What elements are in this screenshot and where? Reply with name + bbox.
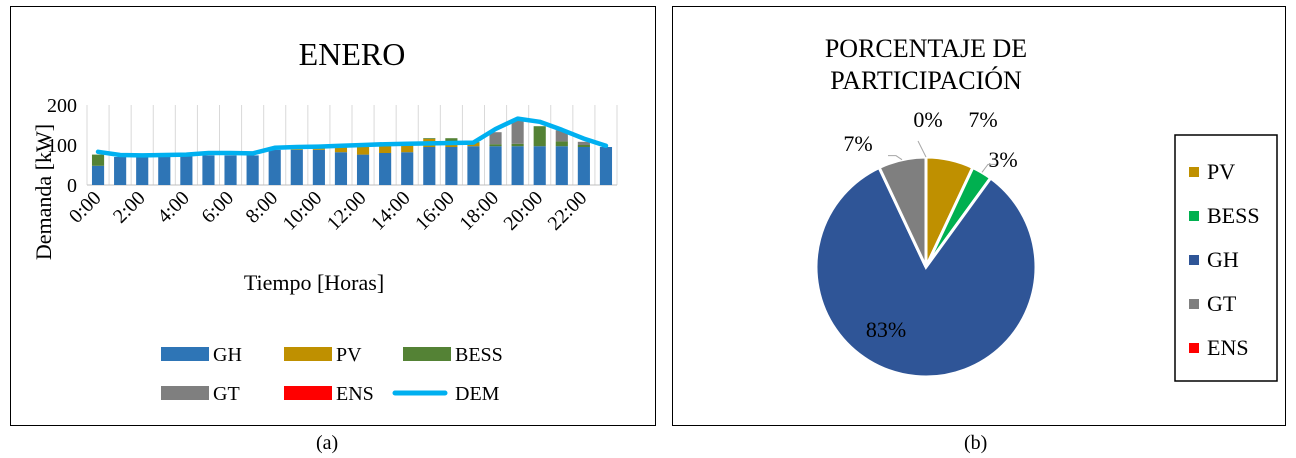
bar-gh [577, 147, 590, 185]
bar-gh [268, 149, 281, 185]
legend-label-gh: GH [213, 344, 242, 366]
x-tick-label: 6:00 [197, 187, 238, 228]
y-tick-label: 100 [47, 135, 77, 157]
legend-swatch-pv [284, 347, 332, 361]
x-tick-label: 10:00 [279, 187, 327, 235]
series-line-dem [95, 116, 609, 158]
bar-pv [290, 149, 303, 150]
legend-swatch-bess [403, 347, 451, 361]
bar-gh [555, 146, 568, 185]
bar-bess [423, 138, 436, 139]
legend-swatch-gh [1189, 255, 1199, 265]
bar-gh [334, 152, 348, 185]
caption-a: (a) [316, 432, 339, 454]
x-tick-label: 22:00 [544, 187, 592, 235]
bar-gh [202, 155, 215, 185]
bar-gh [158, 157, 171, 185]
legend-swatch-bess [1189, 211, 1199, 221]
bar-gh [401, 152, 414, 185]
bar-gh [91, 165, 105, 185]
x-tick-label: 2:00 [109, 187, 150, 228]
bar-gt [511, 119, 524, 144]
bar-gh [533, 146, 546, 185]
bar-bess [489, 144, 502, 147]
bar-gh [290, 149, 303, 185]
pie-leader-line-gt [888, 155, 903, 161]
x-tick-label: 16:00 [411, 187, 459, 235]
legend-label-bess: BESS [455, 344, 503, 366]
bar-gh [312, 149, 325, 185]
pie-label-pv: 7% [968, 107, 997, 132]
bar-gh [356, 154, 370, 185]
bar-bess [511, 143, 524, 147]
x-tick-label: 12:00 [323, 187, 371, 235]
bar-gh [136, 157, 149, 185]
caption-b: (b) [964, 432, 988, 454]
bar-gh [599, 147, 613, 185]
legend-label-ens: ENS [1207, 335, 1249, 360]
pie-leader-line-ens [917, 140, 927, 158]
bar-bess [555, 141, 568, 147]
legend-swatch-ens [284, 386, 332, 400]
bar-pv [356, 145, 370, 155]
bar-gh [467, 146, 480, 185]
bar-gh [246, 155, 259, 185]
bar-pv [334, 147, 348, 153]
bar-gh [423, 147, 436, 185]
bar-bess [533, 126, 546, 147]
x-tick-label: 14:00 [367, 187, 415, 235]
pie-leader-line-bess [981, 163, 996, 173]
y-tick-label: 200 [47, 95, 77, 117]
bar-bess [91, 154, 105, 166]
bar-gh [379, 153, 392, 185]
pie-slice-gh [814, 165, 1038, 379]
bar-gh [180, 156, 193, 185]
bar-bess [445, 138, 458, 142]
bar-pv [401, 144, 414, 153]
bar-gt [577, 141, 590, 145]
legend-label-bess: BESS [1207, 203, 1260, 228]
legend-label-dem: DEM [455, 383, 500, 405]
legend-swatch-gh [161, 347, 209, 361]
bar-gt [489, 132, 502, 145]
bar-gh [511, 146, 524, 185]
legend-label-ens: ENS [336, 383, 374, 405]
legend-label-gh: GH [1207, 247, 1239, 272]
legend-label-gt: GT [213, 383, 240, 405]
y-tick-label: 0 [67, 175, 77, 197]
legend-swatch-gt [161, 386, 209, 400]
pie-label-bess: 3% [988, 147, 1017, 172]
legend-swatch-gt [1189, 299, 1199, 309]
chart-title: PORCENTAJE DE PARTICIPACIÓN [825, 34, 1027, 95]
y-axis-title: Demanda [kW] [31, 124, 56, 260]
chart-title: ENERO [299, 36, 406, 72]
x-tick-label: 18:00 [455, 187, 503, 235]
x-tick-label: 20:00 [499, 187, 547, 235]
bar-gh [445, 147, 458, 185]
pie-label-gh: 83% [866, 317, 906, 342]
x-tick-label: 4:00 [153, 187, 194, 228]
legend-swatch-pv [1189, 167, 1199, 177]
bar-gh [224, 155, 237, 185]
demand-chart-panel: ENERO 0 100 200 0:00 2:00 4:00 6:00 8:00 10:00 12:… [10, 6, 656, 426]
pie-label-gt: 7% [843, 131, 872, 156]
bar-gh [114, 157, 127, 185]
legend-swatch-ens [1189, 343, 1199, 353]
bar-gt [555, 130, 568, 142]
bar-bess [577, 145, 590, 147]
legend-label-gt: GT [1207, 291, 1237, 316]
bar-gh [489, 146, 502, 185]
x-axis-title: Tiempo [Horas] [244, 270, 384, 295]
pie-label-ens: 0% [913, 107, 942, 132]
bar-pv [379, 145, 392, 153]
legend-label-pv: PV [1207, 159, 1235, 184]
share-pie-chart: PORCENTAJE DE PARTICIPACIÓN 7% 3% 83% 7% 0% PV B… [814, 34, 1278, 382]
legend-label-pv: PV [336, 344, 362, 366]
x-tick-label: 8:00 [242, 187, 283, 228]
share-pie-chart-panel: PORCENTAJE DE PARTICIPACIÓN 7% 3% 83% 7% 0% PV B… [672, 6, 1286, 426]
